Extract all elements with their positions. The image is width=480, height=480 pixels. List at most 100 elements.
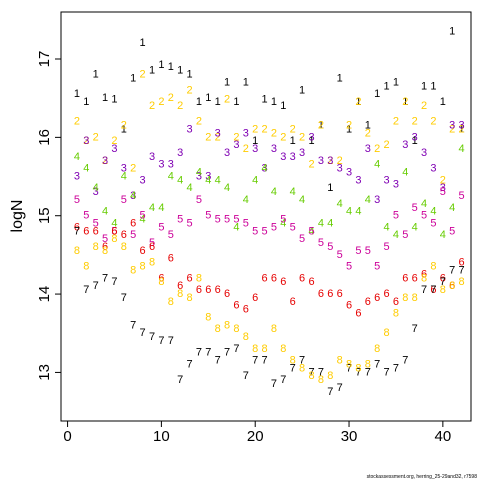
data-point: 3	[308, 131, 314, 143]
data-point: 8	[262, 343, 268, 355]
data-point: 7	[262, 355, 268, 367]
data-point: 6	[196, 284, 202, 296]
y-axis-label: logN	[9, 200, 26, 233]
footnote: stockassessment.org, herring_25-29and32,…	[367, 474, 478, 480]
data-point: 4	[177, 174, 183, 186]
data-point: 1	[121, 123, 127, 135]
data-point: 4	[299, 194, 305, 206]
data-point: 6	[93, 225, 99, 237]
data-point: 1	[102, 92, 108, 104]
data-point: 7	[233, 343, 239, 355]
data-point: 5	[111, 225, 117, 237]
data-point: 3	[93, 186, 99, 198]
data-point: 1	[383, 80, 389, 92]
data-point: 3	[355, 174, 361, 186]
data-point: 2	[224, 94, 230, 106]
data-point: 2	[102, 155, 108, 167]
y-tick-label: 14	[36, 286, 53, 303]
data-point: 4	[318, 217, 324, 229]
data-point: 5	[102, 233, 108, 245]
data-point: 7	[290, 362, 296, 374]
data-point: 7	[402, 355, 408, 367]
data-point: 5	[355, 245, 361, 257]
data-point: 3	[130, 190, 136, 202]
data-point: 6	[243, 304, 249, 316]
data-point: 6	[327, 288, 333, 300]
data-point: 8	[224, 319, 230, 331]
data-point: 6	[290, 296, 296, 308]
data-point: 4	[271, 186, 277, 198]
data-point: 3	[430, 163, 436, 175]
y-tick-label: 17	[36, 51, 53, 68]
data-point: 6	[224, 288, 230, 300]
data-point: 8	[393, 308, 399, 320]
data-point: 7	[383, 366, 389, 378]
data-point: 1	[449, 25, 455, 37]
data-point: 6	[318, 288, 324, 300]
data-point: 2	[280, 131, 286, 143]
data-point: 6	[280, 276, 286, 288]
data-point: 5	[421, 210, 427, 222]
data-point: 3	[83, 135, 89, 147]
data-point: 8	[280, 343, 286, 355]
data-point: 3	[149, 151, 155, 163]
data-point: 3	[74, 170, 80, 182]
data-point: 2	[383, 139, 389, 151]
data-point: 2	[412, 116, 418, 128]
data-point: 7	[205, 347, 211, 359]
data-point: 7	[421, 284, 427, 296]
data-point: 7	[121, 292, 127, 304]
data-point: 1	[252, 135, 258, 147]
data-point: 6	[365, 296, 371, 308]
data-point: 3	[374, 194, 380, 206]
data-point: 3	[299, 147, 305, 159]
data-point: 4	[215, 174, 221, 186]
data-point: 7	[299, 355, 305, 367]
data-point: 8	[412, 292, 418, 304]
data-point: 8	[121, 241, 127, 253]
data-point: 2	[290, 123, 296, 135]
data-point: 3	[440, 182, 446, 194]
data-point: 7	[308, 366, 314, 378]
data-point: 2	[121, 120, 127, 132]
data-point: 7	[111, 276, 117, 288]
data-point: 4	[196, 167, 202, 179]
data-point: 7	[158, 335, 164, 347]
data-point: 2	[233, 131, 239, 143]
data-point: 3	[421, 147, 427, 159]
data-point: 1	[290, 135, 296, 147]
data-point: 8	[111, 233, 117, 245]
data-point: 6	[421, 268, 427, 280]
data-point: 4	[149, 202, 155, 214]
data-point: 3	[262, 163, 268, 175]
data-point: 8	[243, 331, 249, 343]
data-point: 1	[224, 76, 230, 88]
data-point: 7	[196, 347, 202, 359]
data-point: 2	[365, 127, 371, 139]
data-point: 8	[140, 261, 146, 273]
data-point: 8	[421, 272, 427, 284]
data-point: 3	[337, 163, 343, 175]
data-point: 7	[74, 225, 80, 237]
data-point: 3	[121, 163, 127, 175]
data-point: 4	[449, 202, 455, 214]
data-point: 5	[280, 214, 286, 226]
data-point: 6	[121, 229, 127, 241]
data-point: 8	[205, 311, 211, 323]
data-point: 7	[168, 335, 174, 347]
data-point: 6	[271, 272, 277, 284]
data-point: 3	[205, 170, 211, 182]
data-point: 8	[449, 280, 455, 292]
data-point: 8	[186, 292, 192, 304]
data-point: 4	[102, 206, 108, 218]
data-point: 3	[168, 159, 174, 171]
data-point: 5	[158, 221, 164, 233]
data-point: 8	[168, 296, 174, 308]
data-point: 5	[346, 261, 352, 273]
data-point: 5	[337, 249, 343, 261]
data-point: 1	[149, 65, 155, 77]
data-point: 3	[318, 155, 324, 167]
data-point: 3	[158, 159, 164, 171]
data-point: 2	[205, 131, 211, 143]
data-point: 5	[243, 217, 249, 229]
